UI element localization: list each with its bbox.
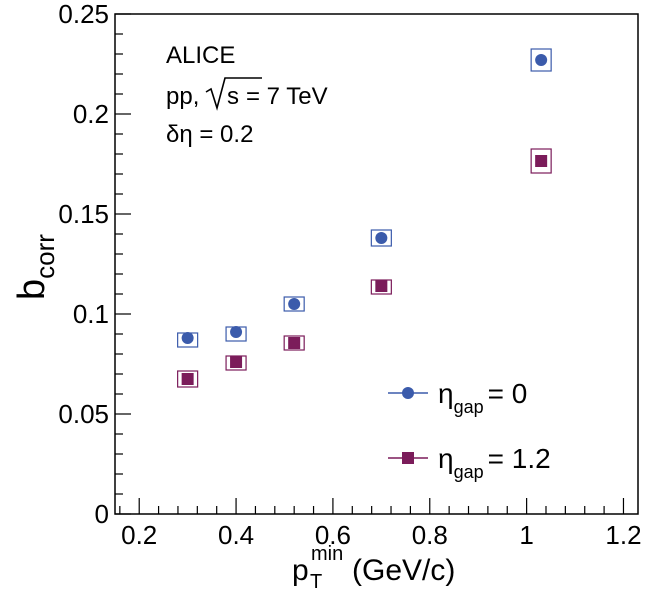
y-tick-label: 0.1 bbox=[73, 299, 109, 329]
data-point-circle bbox=[375, 232, 388, 244]
sqrt-symbol bbox=[205, 77, 262, 111]
x-tick-label: 0.8 bbox=[412, 520, 448, 550]
syst-box bbox=[177, 370, 199, 388]
y-tick-label: 0.25 bbox=[58, 0, 109, 29]
data-layer bbox=[177, 48, 552, 388]
legend-label-square: ηgap = 1.2 bbox=[438, 443, 551, 482]
syst-box bbox=[283, 335, 305, 351]
y-axis: 0 0.05 0.1 0.15 0.2 0.25 bbox=[58, 0, 131, 529]
system-prefix: pp, bbox=[166, 83, 199, 110]
x-axis: 0.2 0.4 0.6 0.8 1 1.2 bbox=[119, 498, 642, 550]
y-axis-title-sub: corr bbox=[30, 234, 60, 279]
x-tick-label: 0.4 bbox=[218, 520, 254, 550]
x-axis-title-sub: T bbox=[310, 571, 322, 590]
data-point-square bbox=[181, 373, 194, 385]
x-tick-label: 1 bbox=[519, 520, 533, 550]
legend-entry-eta-gap-0: ηgap = 0 bbox=[388, 378, 527, 417]
data-point-square bbox=[288, 337, 301, 349]
syst-box bbox=[530, 48, 552, 72]
syst-box bbox=[370, 229, 392, 247]
system-sqrt-s: s bbox=[227, 83, 239, 110]
data-point-square bbox=[230, 356, 243, 368]
legend-marker-square bbox=[402, 452, 414, 464]
x-tick-label: 1.2 bbox=[605, 520, 641, 550]
plot-frame-rect bbox=[114, 13, 639, 515]
legend-marker-circle bbox=[402, 387, 414, 399]
data-point-square bbox=[535, 155, 548, 167]
syst-box bbox=[530, 148, 552, 174]
data-point-circle bbox=[181, 332, 194, 344]
x-axis-title-sup: min bbox=[311, 543, 343, 565]
x-tick-label: 0.2 bbox=[121, 520, 157, 550]
y-tick-label: 0.2 bbox=[73, 99, 109, 129]
y-tick-label: 0.05 bbox=[58, 399, 109, 429]
legend: ηgap = 0 ηgap = 1.2 bbox=[388, 378, 551, 482]
y-axis-title: bcorr bbox=[11, 234, 60, 300]
y-axis-title-main: b bbox=[11, 279, 53, 300]
data-point-circle bbox=[288, 298, 301, 310]
experiment-label: ALICE bbox=[166, 42, 235, 69]
data-point-circle bbox=[230, 326, 243, 338]
x-axis-title: p min T (GeV/c) bbox=[292, 543, 455, 590]
legend-label-circle: ηgap = 0 bbox=[438, 378, 527, 417]
syst-box bbox=[283, 296, 305, 312]
y-tick-label: 0 bbox=[95, 499, 109, 529]
legend-entry-eta-gap-1-2: ηgap = 1.2 bbox=[388, 443, 551, 482]
y-tick-label: 0.15 bbox=[58, 199, 109, 229]
x-tick-label: 0.6 bbox=[315, 520, 351, 550]
x-axis-title-main: p bbox=[292, 554, 309, 587]
data-point-circle bbox=[535, 54, 548, 66]
system-energy: = 7 TeV bbox=[246, 83, 328, 110]
deta-label: δη = 0.2 bbox=[166, 121, 253, 148]
system-label: pp, s = 7 TeV bbox=[166, 77, 328, 111]
plot-frame bbox=[114, 13, 639, 515]
data-point-square bbox=[375, 280, 388, 292]
x-axis-title-unit: (GeV/c) bbox=[352, 554, 455, 587]
